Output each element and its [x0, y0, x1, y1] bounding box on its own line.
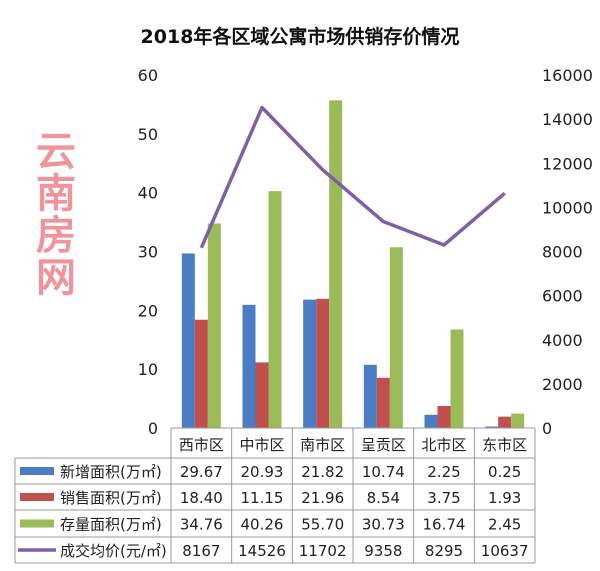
bar-2-1	[194, 319, 208, 428]
bar-1-6	[485, 426, 499, 428]
bar-1-2	[242, 304, 256, 428]
table-cell: 8295	[425, 542, 463, 560]
table-cell: 21.96	[301, 489, 344, 507]
legend-label: 存量面积(万㎡)	[60, 516, 162, 534]
category-label: 东市区	[482, 436, 527, 454]
bar-3-5	[450, 329, 464, 428]
y-left-tick-label: 50	[138, 125, 158, 144]
bar-2-4	[376, 377, 390, 428]
table-cell: 0.25	[488, 463, 521, 481]
watermark: 云南房网	[29, 130, 75, 298]
y-left-tick-label: 30	[138, 243, 158, 262]
table-cell: 1.93	[488, 489, 521, 507]
bar-3-1	[207, 223, 221, 428]
table-cell: 3.75	[427, 489, 460, 507]
table-cell: 10.74	[362, 463, 405, 481]
table-cell: 14526	[238, 542, 286, 560]
y-left-tick-label: 20	[138, 301, 158, 320]
table-cell: 40.26	[241, 516, 284, 534]
table-cell: 2.25	[427, 463, 460, 481]
bar-1-4	[363, 364, 377, 428]
legend-label: 成交均价(元/㎡)	[60, 542, 167, 560]
bar-1-3	[303, 299, 317, 428]
y-right-tick-label: 8000	[542, 243, 583, 262]
y-right-tick-label: 12000	[542, 154, 593, 173]
table-cell: 30.73	[362, 516, 405, 534]
category-label: 南市区	[300, 436, 345, 454]
table-cell: 21.82	[301, 463, 344, 481]
table-cell: 29.67	[180, 463, 223, 481]
bar-3-3	[329, 100, 343, 428]
category-label: 北市区	[421, 436, 466, 454]
legend-swatch-1	[20, 467, 54, 475]
y-left-tick-label: 10	[138, 360, 158, 379]
bar-2-2	[255, 362, 269, 428]
bar-3-2	[268, 191, 282, 428]
y-right-tick-label: 4000	[542, 331, 583, 350]
category-label: 呈贡区	[361, 436, 406, 454]
y-right-tick-label: 16000	[542, 66, 593, 85]
y-right-tick-label: 6000	[542, 287, 583, 306]
chart-title: 2018年各区域公寓市场供销存价情况	[140, 26, 460, 48]
legend-swatch-2	[20, 493, 54, 501]
legend-swatch-3	[20, 519, 54, 528]
table-cell: 16.74	[423, 516, 466, 534]
category-label: 中市区	[239, 436, 284, 454]
table-cell: 11702	[299, 542, 347, 560]
table-cell: 8167	[182, 542, 220, 560]
table-cell: 9358	[364, 542, 402, 560]
y-left-tick-label: 0	[148, 419, 158, 438]
bar-1-1	[181, 253, 195, 428]
y-right-tick-label: 2000	[542, 375, 583, 394]
legend-label: 销售面积(万㎡)	[60, 489, 162, 507]
table-cell: 55.70	[301, 516, 344, 534]
table-cell: 2.45	[488, 516, 521, 534]
bar-3-6	[511, 413, 525, 428]
table-cell: 18.40	[180, 489, 223, 507]
bar-2-3	[316, 298, 330, 428]
bar-2-6	[498, 416, 512, 428]
table-cell: 10637	[481, 542, 529, 560]
table-cell: 20.93	[241, 463, 284, 481]
y-left-tick-label: 60	[138, 66, 158, 85]
legend-label: 新增面积(万㎡)	[60, 463, 162, 481]
price-line	[199, 105, 506, 249]
category-label: 西市区	[179, 436, 224, 454]
table-cell: 11.15	[241, 489, 284, 507]
table-cell: 8.54	[367, 489, 400, 507]
y-right-tick-label: 10000	[542, 198, 593, 217]
bar-1-5	[424, 414, 438, 428]
bar-2-5	[437, 405, 451, 428]
table-cell: 34.76	[180, 516, 223, 534]
y-left-tick-label: 40	[138, 184, 158, 203]
y-right-tick-label: 14000	[542, 110, 593, 129]
bar-3-4	[389, 247, 403, 428]
y-right-tick-label: 0	[542, 419, 552, 438]
